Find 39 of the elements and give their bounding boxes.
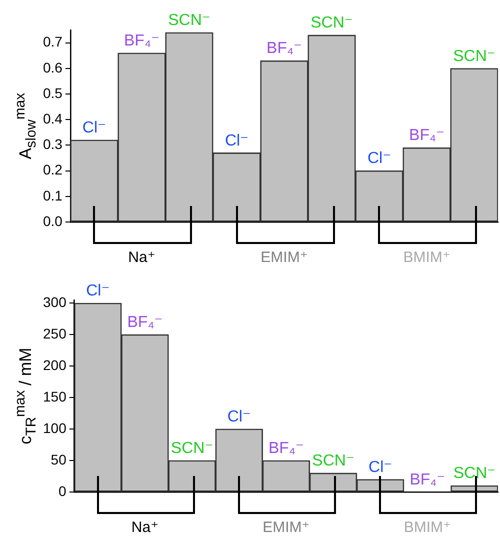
x-tick-label: BF₄⁻ [124,32,160,50]
y-tick-label: 0.0 [42,212,63,229]
text: EMIM⁺ [262,518,310,536]
x-tick-label: Cl⁻ [86,282,110,300]
x-tick-label: Cl⁻ [224,132,249,150]
x-tick-label: BF₄⁻ [127,314,163,332]
text: BMIM⁺ [403,248,450,266]
y-tick-label: 0.5 [42,84,63,101]
x-tick-label: SCN⁻ [170,440,214,457]
y-tick-label: 200 [43,356,67,373]
text: BMIM⁺ [404,518,451,536]
x-tick-label: Cl⁻ [82,119,106,136]
x-tick-label: Cl⁻ [368,458,392,476]
x-tick-label: Cl⁻ [227,408,251,426]
y-tick-label: 50 [50,451,67,468]
text: Na⁺ [128,248,156,266]
y-tick-label: 0.3 [42,136,63,152]
x-tick-label: Cl⁻ [367,150,392,168]
x-tick-label: BF₄⁻ [410,471,446,488]
x-tick-label: BF₄⁻ [268,440,304,457]
y-tick-label: 0.4 [42,110,63,126]
y-tick-label: 0.7 [42,34,63,50]
x-tick-label: BF₄⁻ [409,127,444,144]
x-tick-label: SCN⁻ [312,452,354,470]
y-tick-label: 0.1 [42,187,63,204]
y-tick-label: 0.6 [42,59,63,76]
y-tick-label: 150 [43,388,67,404]
x-tick-label: BF₄⁻ [266,40,302,58]
y-tick-label: 250 [43,325,67,342]
y-tick-label: 100 [43,420,67,436]
y-tick-label: 300 [43,294,67,310]
x-tick-label: SCN⁻ [310,14,353,32]
y-tick-label: 0 [58,482,67,499]
y-tick-label: 0.2 [42,162,63,178]
x-tick-label: SCN⁻ [453,465,496,482]
text: Na⁺ [131,518,158,536]
text: EMIM⁺ [260,248,308,266]
x-tick-label: SCN⁻ [453,48,496,65]
x-tick-label: SCN⁻ [168,12,210,29]
